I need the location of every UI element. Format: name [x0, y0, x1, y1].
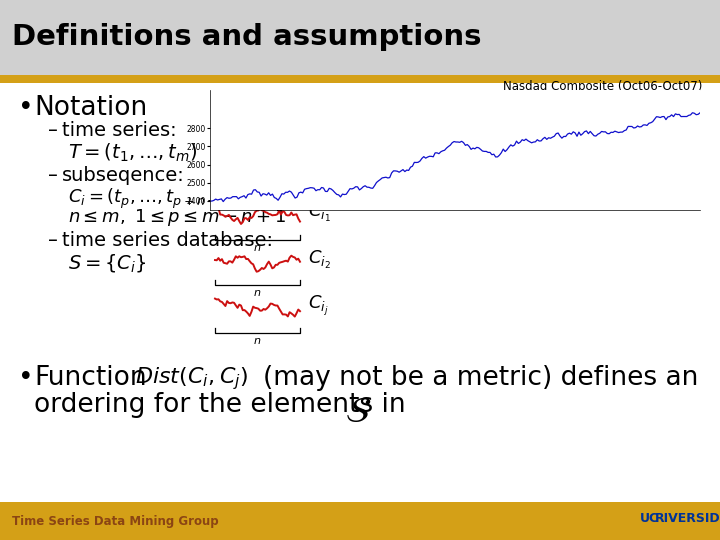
Text: UC: UC	[640, 511, 659, 524]
Text: time series database:: time series database:	[62, 231, 273, 250]
Text: $C_{i_1}$: $C_{i_1}$	[308, 202, 330, 224]
Text: $S = \{C_i\}$: $S = \{C_i\}$	[68, 252, 147, 274]
Text: $T = (t_1,\ldots,t_m)$: $T = (t_1,\ldots,t_m)$	[68, 142, 197, 164]
Text: time series:: time series:	[62, 121, 176, 140]
Text: $n \leq m,\ 1 \leq p \leq m-n+1$: $n \leq m,\ 1 \leq p \leq m-n+1$	[68, 207, 286, 228]
Text: $C_{i_j}$: $C_{i_j}$	[308, 294, 328, 318]
Text: Notation: Notation	[34, 95, 148, 121]
Text: Time Series Data Mining Group: Time Series Data Mining Group	[12, 515, 219, 528]
Text: $n$: $n$	[253, 336, 261, 346]
Text: ordering for the elements in: ordering for the elements in	[34, 392, 405, 418]
Text: Nasdaq Composite (Oct06-Oct07): Nasdaq Composite (Oct06-Oct07)	[503, 80, 703, 93]
Bar	[0, 75, 720, 83]
Bar	[0, 0, 720, 75]
Text: $\mathit{T}$: $\mathit{T}$	[310, 92, 338, 129]
Text: $n$: $n$	[253, 243, 261, 253]
Text: –: –	[48, 121, 58, 140]
Text: –: –	[48, 231, 58, 250]
Text: $\mathcal{S}$: $\mathcal{S}$	[345, 395, 372, 429]
Bar	[0, 502, 720, 540]
Text: subseqence:: subseqence:	[62, 166, 185, 185]
Text: $n$: $n$	[253, 288, 261, 298]
Text: •: •	[18, 95, 34, 121]
Bar	[0, 83, 720, 502]
Text: •: •	[18, 365, 34, 391]
Text: –: –	[48, 166, 58, 185]
Text: Function: Function	[34, 365, 147, 391]
Text: (may not be a metric) defines an: (may not be a metric) defines an	[263, 365, 698, 391]
Text: $C_i = (t_p,\ldots,t_{p+n-1})$: $C_i = (t_p,\ldots,t_{p+n-1})$	[68, 187, 235, 211]
Text: RIVERSIDE: RIVERSIDE	[655, 511, 720, 524]
Text: Definitions and assumptions: Definitions and assumptions	[12, 23, 482, 51]
Text: $Dist(C_i,C_j)$: $Dist(C_i,C_j)$	[135, 365, 248, 392]
Text: $C_{i_2}$: $C_{i_2}$	[308, 249, 330, 271]
